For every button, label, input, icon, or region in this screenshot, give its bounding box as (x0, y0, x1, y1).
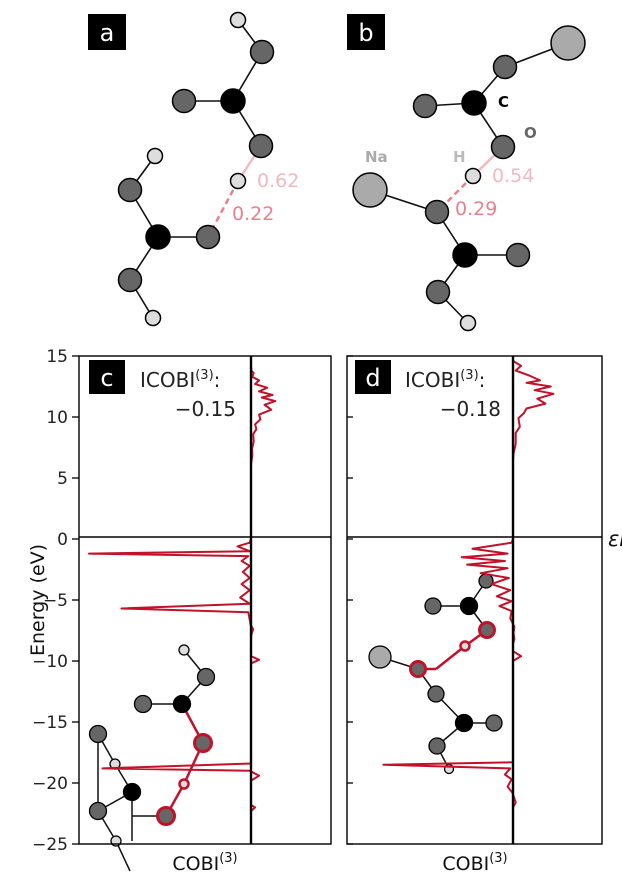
oxygen-atom (195, 224, 221, 250)
panel-a-label: a (100, 19, 115, 47)
icobi-value-d: −0.18 (440, 397, 501, 421)
y-tick-label: −25 (32, 835, 68, 855)
panel-d-label: d (365, 364, 380, 392)
oxygen-atom (412, 93, 438, 119)
x-axis-title-d: COBI(3) (442, 851, 507, 875)
panel-a-bonds (129, 19, 263, 319)
atom-label-na: Na (365, 148, 388, 166)
panel-b-atoms (352, 25, 586, 332)
hydrogen-atom (144, 309, 162, 327)
y-tick-label: −20 (32, 774, 68, 794)
oxygen-atom (117, 177, 143, 203)
plot-frame-d (346, 355, 603, 845)
panel-c-label: c (100, 364, 113, 392)
y-axis-ticks-d (347, 355, 353, 845)
atom-label-c: C (498, 93, 509, 111)
y-tick-label: −5 (43, 591, 68, 611)
panel-b-label: b (358, 19, 373, 47)
atom-label-h: H (453, 148, 466, 166)
x-axis-title-c: COBI(3) (172, 851, 237, 875)
carbon-atom (220, 88, 246, 114)
oxygen-atom (249, 39, 275, 65)
panel-c-label-box (89, 360, 125, 394)
y-axis-ticks (72, 355, 79, 845)
y-tick-label: −15 (32, 713, 68, 733)
icobi-label-d: ICOBI(3): (405, 368, 485, 392)
panel-a-bond-value-2: 0.22 (232, 203, 274, 225)
carbon-atom (461, 90, 487, 116)
panel-b-bond-value-1: 0.54 (492, 165, 534, 187)
y-axis-title: Energy (eV) (27, 544, 49, 656)
oxygen-atom (505, 242, 531, 268)
panel-a: a 0.62 0.22 (88, 11, 299, 327)
icobi-value-c: −0.15 (175, 397, 236, 421)
sodium-atom (550, 25, 586, 61)
panel-d-label-box (355, 360, 391, 394)
panel-a-atoms (117, 11, 275, 327)
hydrogen-atom (229, 11, 247, 29)
fermi-level-label: εF (608, 527, 622, 551)
y-tick-label: 5 (57, 469, 68, 489)
panel-b: b C O Na (347, 14, 586, 332)
oxygen-atom (117, 267, 143, 293)
panel-a-label-box (88, 14, 126, 50)
hydrogen-atom (229, 172, 247, 190)
plot-frame-c (78, 355, 332, 845)
y-tick-label: 10 (46, 408, 68, 428)
panel-a-bond-value-1: 0.62 (257, 170, 299, 192)
y-axis-tick-labels: 15 10 5 0 −5 −10 −15 −20 −25 (32, 347, 68, 855)
atom-label-o: O (524, 124, 537, 142)
y-tick-label: 0 (57, 530, 68, 550)
carbon-atom (145, 224, 171, 250)
oxygen-atom (424, 199, 450, 225)
panel-b-label-box (347, 14, 385, 50)
oxygen-atom (490, 134, 516, 160)
panel-d: d ICOBI(3): −0.18 COBI(3) (346, 355, 603, 875)
oxygen-atom (425, 279, 451, 305)
carbon-atom (452, 242, 478, 268)
panel-b-bond-value-2: 0.29 (455, 198, 497, 220)
cobi-curve-c (88, 356, 277, 844)
sodium-atom (352, 172, 388, 208)
panel-c: 15 10 5 0 −5 −10 −15 −20 −25 c ICOBI(3): −0.15 E… (27, 347, 332, 875)
icobi-label-c: ICOBI(3): (140, 368, 220, 392)
oxygen-atom (492, 54, 518, 80)
hydrogen-atom (464, 167, 482, 185)
panel-d-inset-molecule (368, 573, 503, 775)
y-tick-label: 15 (46, 347, 68, 367)
oxygen-atom (171, 88, 197, 114)
y-tick-label: −10 (32, 652, 68, 672)
panel-c-inset-molecule (88, 644, 216, 872)
hydrogen-atom (146, 147, 164, 165)
oxygen-atom (248, 133, 274, 159)
hydrogen-atom (459, 314, 477, 332)
